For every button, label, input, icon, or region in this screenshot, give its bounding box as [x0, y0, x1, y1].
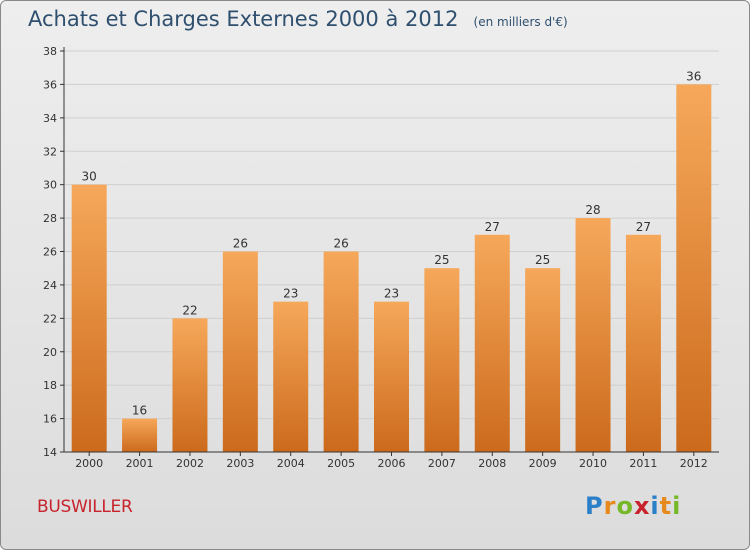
y-tick-label: 36 [43, 78, 57, 91]
x-tick-label-2003: 2003 [226, 457, 254, 470]
y-tick-label: 20 [43, 346, 57, 359]
y-tick-label: 32 [43, 145, 57, 158]
y-tick-label: 18 [43, 379, 57, 392]
chart-title-block: Achats et Charges Externes 2000 à 2012 (… [28, 7, 568, 31]
y-tick-label: 38 [43, 45, 57, 58]
data-label-2009: 25 [535, 253, 550, 267]
bar-2008 [474, 234, 510, 452]
x-tick-label-2010: 2010 [579, 457, 607, 470]
bar-2005 [323, 251, 359, 452]
bar-2004 [273, 301, 309, 452]
data-label-2012: 36 [686, 69, 701, 83]
chart-title: Achats et Charges Externes 2000 à 2012 [28, 7, 459, 31]
bar-2010 [575, 218, 611, 452]
chart-unit: (en milliers d'€) [473, 15, 568, 29]
data-label-2008: 27 [485, 220, 500, 234]
x-tick-label-2012: 2012 [680, 457, 708, 470]
bar-2000 [71, 184, 107, 452]
y-tick-label: 34 [43, 112, 57, 125]
x-tick-label-2009: 2009 [529, 457, 557, 470]
data-label-2007: 25 [434, 253, 449, 267]
bar-2011 [625, 234, 661, 452]
data-label-2010: 28 [585, 203, 600, 217]
y-tick-label: 28 [43, 212, 57, 225]
x-tick-label-2011: 2011 [629, 457, 657, 470]
bar-2006 [374, 301, 409, 452]
x-tick-label-2007: 2007 [428, 457, 456, 470]
bars [71, 84, 712, 453]
axes [60, 47, 719, 456]
y-tick-label: 14 [43, 446, 57, 459]
y-tick-label: 16 [43, 413, 57, 426]
x-tick-label-2002: 2002 [176, 457, 204, 470]
bar-2009 [525, 268, 561, 452]
x-tick-label-2004: 2004 [277, 457, 305, 470]
labels: 14 16 18 20 22 24 26 28 30 32 34 36 38 30 2000 16 2001 22… [43, 45, 708, 470]
data-label-2004: 23 [283, 287, 298, 301]
data-label-2001: 16 [132, 404, 147, 418]
data-label-2000: 30 [82, 170, 97, 184]
y-tick-label: 26 [43, 246, 57, 259]
data-label-2002: 22 [182, 303, 197, 317]
data-label-2011: 27 [636, 220, 651, 234]
y-tick-label: 22 [43, 312, 57, 325]
y-tick-label: 30 [43, 179, 57, 192]
x-tick-label-2000: 2000 [75, 457, 103, 470]
x-tick-label-2008: 2008 [478, 457, 506, 470]
bar-2003 [222, 251, 258, 452]
data-label-2006: 23 [384, 287, 399, 301]
bar-2002 [172, 318, 208, 452]
x-tick-label-2005: 2005 [327, 457, 355, 470]
commune-name: BUSWILLER [37, 497, 133, 517]
proxiti-logo: Proxiti [585, 492, 682, 520]
x-tick-label-2006: 2006 [378, 457, 406, 470]
data-label-2003: 26 [233, 237, 248, 251]
x-tick-label-2001: 2001 [126, 457, 154, 470]
bar-2001 [122, 418, 158, 452]
bar-2007 [424, 268, 460, 452]
data-label-2005: 26 [333, 237, 348, 251]
y-tick-label: 24 [43, 279, 57, 292]
bar-2012 [676, 84, 712, 453]
